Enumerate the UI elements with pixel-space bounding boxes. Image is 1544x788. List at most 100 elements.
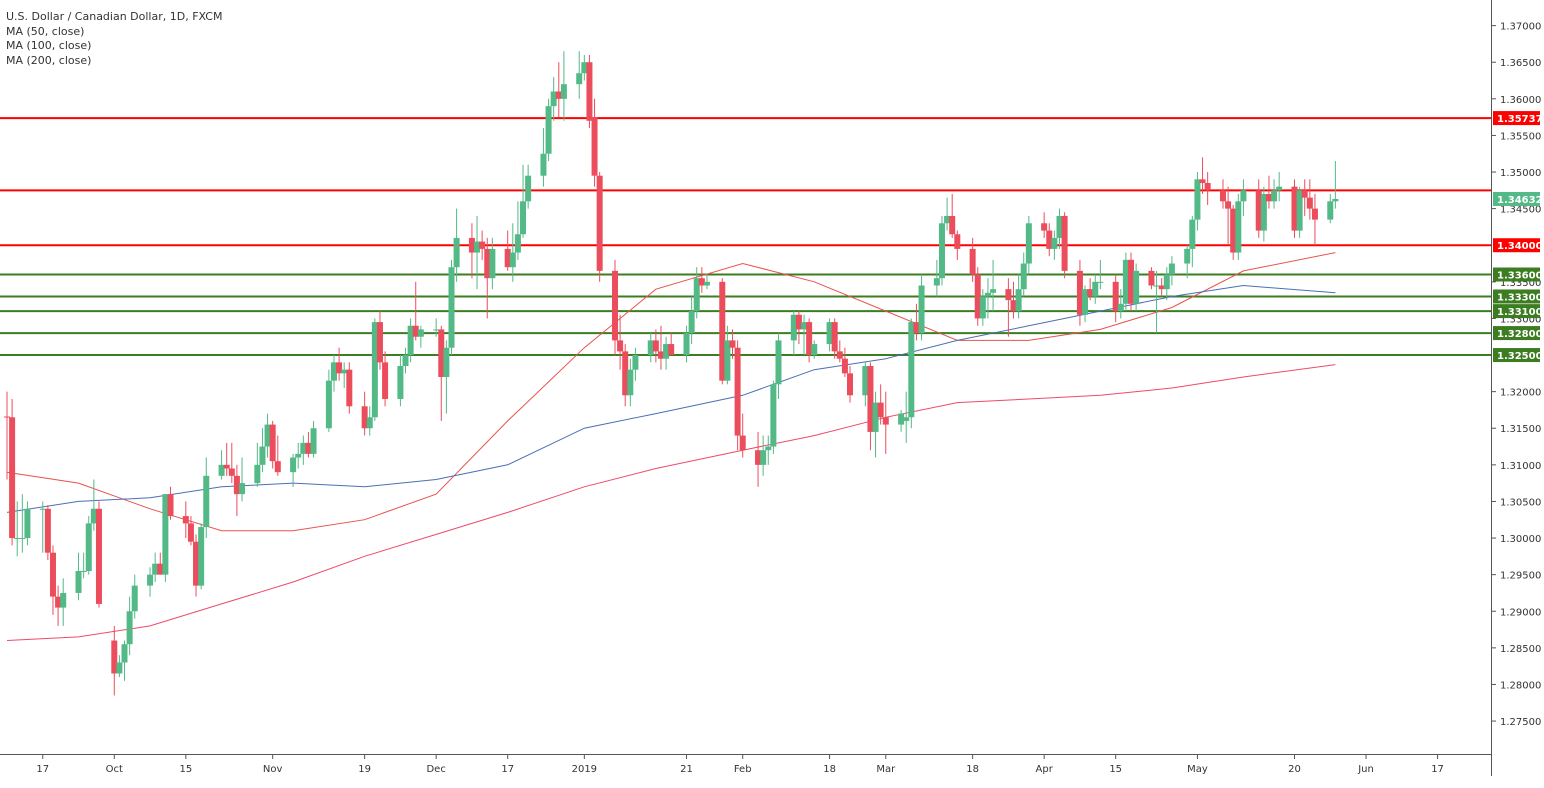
x-tick-label-10: 18: [823, 764, 836, 775]
candle-6: [44, 505, 51, 561]
last-price-tag: 1.34632: [1497, 195, 1543, 206]
candle-139: [990, 259, 997, 312]
candle-142: [1015, 274, 1022, 319]
candle-145: [1041, 212, 1048, 238]
candle-133: [949, 193, 956, 238]
candle-29: [203, 457, 210, 539]
candle-92: [657, 325, 664, 370]
candle-121: [867, 362, 874, 451]
candle-98: [698, 267, 705, 293]
candle-75: [540, 128, 547, 187]
y-tick-label-6: 1.33500: [1500, 278, 1541, 289]
x-tick-label-7: 2019: [572, 764, 597, 775]
y-tick-label-8: 1.32000: [1500, 388, 1541, 399]
candle-93: [663, 336, 670, 370]
candle-70: [504, 230, 511, 271]
candle-53: [376, 311, 383, 370]
candle-182: [1301, 179, 1308, 216]
last-price-tag-bg: [1493, 191, 1540, 206]
candle-65: [468, 223, 475, 279]
x-tick-label-5: Dec: [426, 764, 445, 775]
candle-56: [402, 347, 409, 374]
x-tick-label-17: Jun: [1357, 764, 1374, 775]
y-tick-label-12: 1.30000: [1500, 534, 1541, 545]
candle-129: [918, 274, 925, 341]
candle-32: [228, 442, 235, 484]
y-tick-label-5: 1.34500: [1500, 205, 1541, 216]
candle-162: [1158, 278, 1165, 297]
candle-103: [734, 340, 741, 451]
candle-178: [1271, 179, 1278, 209]
candle-110: [790, 311, 797, 356]
candle-137: [979, 289, 986, 326]
time-axis[interactable]: 17 Oct 15 Nov 19 Dec 17 2019 21 Feb 18 Mar 18 Apr 15 Ma…: [36, 754, 1444, 775]
level-tag-3: 1.33600: [1497, 271, 1543, 282]
candle-60: [433, 318, 440, 337]
y-tick-label-13: 1.29500: [1500, 571, 1541, 582]
candle-85: [611, 259, 618, 356]
candle-80: [576, 51, 583, 99]
candle-174: [1240, 179, 1247, 216]
candle-125: [898, 409, 905, 432]
candle-148: [1056, 208, 1063, 249]
x-tick-label-11: Mar: [876, 764, 896, 775]
level-tag-7: 1.32500: [1497, 351, 1543, 362]
candle-175: [1255, 179, 1262, 238]
candle-132: [944, 197, 951, 231]
candle-100: [719, 278, 726, 385]
candle-59: [417, 325, 424, 348]
y-tick-label-14: 1.29000: [1500, 607, 1541, 618]
candle-158: [1128, 252, 1135, 312]
candle-79: [560, 51, 567, 121]
candle-22: [157, 552, 164, 575]
candle-154: [1097, 259, 1104, 290]
level-labels: 1.35737 1.34000 1.33600 1.33300 1.33100 1.328…: [1493, 111, 1543, 363]
candle-97: [693, 267, 700, 319]
candle-8: [55, 585, 62, 626]
candle-17: [121, 640, 128, 681]
candle-77: [550, 76, 557, 121]
x-tick-label-0: 17: [36, 764, 49, 775]
candle-13: [90, 479, 97, 531]
moving-averages: [6, 252, 1336, 641]
candle-57: [407, 318, 414, 363]
level-tag-bg-4: [1493, 289, 1540, 304]
candle-112: [801, 314, 808, 356]
y-tick-label-9: 1.31500: [1500, 424, 1541, 435]
candle-144: [1025, 215, 1032, 275]
candle-61: [438, 325, 445, 421]
legend-ma200: MA (200, close): [6, 53, 92, 67]
candle-180: [1291, 179, 1298, 238]
candle-16: [116, 655, 123, 678]
candle-153: [1092, 274, 1099, 304]
candle-78: [555, 62, 562, 118]
candle-109: [775, 333, 782, 399]
candle-19: [131, 574, 138, 619]
ma-line-2: [6, 364, 1336, 641]
horizontal-levels: [0, 117, 1491, 357]
candle-14: [95, 501, 102, 608]
candle-104: [739, 413, 746, 458]
candle-15: [111, 625, 118, 696]
candle-71: [509, 223, 516, 282]
candle-117: [836, 340, 843, 363]
candle-113: [806, 318, 813, 363]
candle-102: [729, 329, 736, 359]
price-axis[interactable]: 1.37000 1.36500 1.36000 1.35500 1.35000 1.345…: [1491, 22, 1541, 728]
candle-39: [274, 435, 281, 476]
candle-48: [341, 362, 348, 388]
candle-168: [1199, 157, 1206, 194]
candle-72: [514, 201, 521, 260]
level-tag-6: 1.32800: [1497, 329, 1543, 340]
candle-128: [913, 303, 920, 341]
candle-3: [19, 494, 26, 553]
candle-63: [448, 259, 455, 356]
x-tick-label-4: 19: [358, 764, 371, 775]
candle-94: [668, 333, 675, 356]
candle-26: [187, 516, 194, 546]
y-tick-label-2: 1.36000: [1500, 95, 1541, 106]
candle-31: [223, 442, 230, 476]
candle-101: [724, 325, 731, 385]
y-tick-label-17: 1.27500: [1500, 717, 1541, 728]
